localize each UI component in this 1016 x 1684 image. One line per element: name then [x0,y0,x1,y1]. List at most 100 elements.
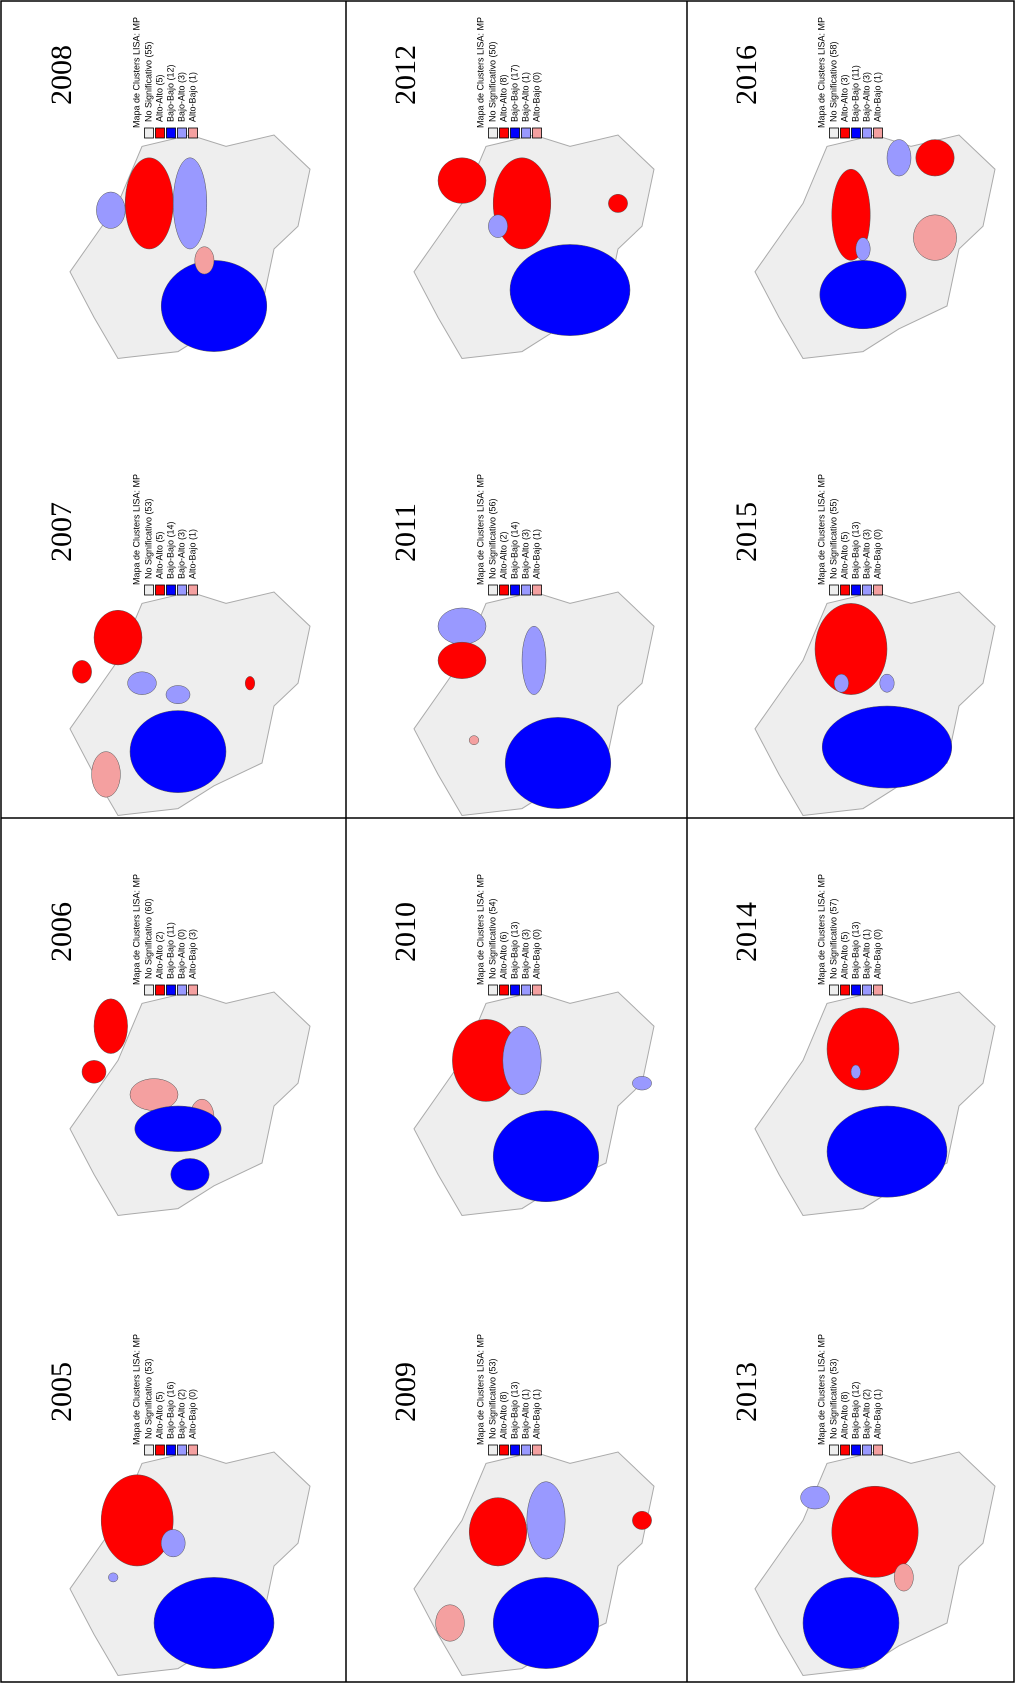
legend-label: Bajo-Alto (0) [176,929,186,979]
year: 2016 [730,45,763,105]
cluster-region [82,1060,106,1083]
cluster-region [493,1111,599,1202]
cluster-region [92,752,121,798]
legend-label: Bajo-Bajo (12) [165,64,175,122]
legend-swatch [533,128,542,138]
legend-label: Bajo-Bajo (13) [509,1381,519,1439]
legend-label: No Significativo (58) [828,41,838,122]
year: 2011 [389,503,422,562]
cluster-region [527,1482,565,1560]
cluster-region [130,711,226,793]
cluster-region [505,717,611,808]
legend-swatch [167,128,176,138]
figure: 2005Mapa de Clusters LISA: MPNo Signific… [0,0,1016,1684]
cluster-region [913,215,956,261]
legend-swatch [489,985,498,995]
legend-title: Mapa de Clusters LISA: MP [475,17,485,128]
legend-label: Alto-Alto (5) [154,1391,164,1439]
cluster-region [469,1498,527,1566]
legend-swatch [500,585,509,595]
cluster-region [436,1605,465,1641]
legend-swatch [500,128,509,138]
cluster-region [827,1106,947,1197]
cluster-region [856,238,870,261]
legend-label: No Significativo (53) [828,1358,838,1439]
legend-title: Mapa de Clusters LISA: MP [131,1334,141,1445]
legend-swatch [511,128,520,138]
legend-label: Alto-Bajo (1) [531,1389,541,1439]
legend-label: Alto-Alto (6) [498,931,508,979]
year: 2013 [730,1362,763,1422]
cluster-region [94,999,128,1054]
legend-title: Mapa de Clusters LISA: MP [131,474,141,585]
cluster-region [161,260,267,351]
legend-swatch [852,128,861,138]
year: 2007 [45,502,78,562]
cluster-region [438,608,486,644]
legend-label: Bajo-Bajo (12) [850,1381,860,1439]
cluster-region [503,1026,541,1094]
legend-label: Bajo-Alto (3) [861,72,871,122]
legend-swatch [852,1445,861,1455]
year: 2006 [45,902,78,962]
cluster-region [488,215,507,238]
legend-label: Bajo-Bajo (13) [850,521,860,579]
legend-label: No Significativo (53) [143,1358,153,1439]
cluster-region [101,1475,173,1566]
legend-label: Alto-Bajo (0) [872,929,882,979]
cluster-region [94,610,142,665]
legend-swatch [489,128,498,138]
legend-swatch [852,985,861,995]
legend-swatch [874,128,883,138]
legend-label: Alto-Bajo (1) [531,529,541,579]
legend-label: Alto-Alto (3) [839,74,849,122]
legend-swatch [145,985,154,995]
legend-swatch [489,585,498,595]
legend-label: Alto-Bajo (0) [531,72,541,122]
legend-swatch [156,985,165,995]
legend-swatch [189,128,198,138]
cluster-region [125,158,173,249]
legend-label: Bajo-Bajo (13) [850,921,860,979]
legend-swatch [841,585,850,595]
legend-swatch [511,1445,520,1455]
legend-label: Bajo-Alto (3) [520,929,530,979]
legend-label: Bajo-Bajo (14) [509,521,519,579]
cluster-region [108,1573,118,1582]
legend-title: Mapa de Clusters LISA: MP [131,17,141,128]
legend-title: Mapa de Clusters LISA: MP [816,17,826,128]
legend-label: No Significativo (53) [143,498,153,579]
legend-swatch [145,1445,154,1455]
legend-label: No Significativo (55) [143,41,153,122]
legend-swatch [841,128,850,138]
legend-label: Alto-Alto (5) [839,531,849,579]
legend-label: Alto-Bajo (0) [187,1389,197,1439]
legend-label: Alto-Alto (2) [154,931,164,979]
legend-label: Alto-Alto (8) [498,1391,508,1439]
legend-swatch [189,1445,198,1455]
legend-swatch [511,585,520,595]
legend-swatch [830,128,839,138]
cluster-region [632,1076,651,1090]
legend-swatch [156,128,165,138]
legend-swatch [178,1445,187,1455]
legend-label: Bajo-Alto (1) [861,929,871,979]
year: 2015 [730,502,763,562]
legend-swatch [830,985,839,995]
legend-swatch [830,585,839,595]
cluster-region [166,685,190,703]
legend-title: Mapa de Clusters LISA: MP [475,474,485,585]
legend-label: Alto-Alto (8) [839,1391,849,1439]
legend-swatch [841,985,850,995]
legend-swatch [500,985,509,995]
cluster-region [880,674,894,692]
cluster-region [154,1577,274,1668]
legend-label: No Significativo (56) [487,498,497,579]
year: 2008 [45,45,78,105]
legend-swatch [533,1445,542,1455]
cluster-region [493,1577,599,1668]
legend-label: Alto-Bajo (1) [187,72,197,122]
legend-label: Bajo-Bajo (11) [850,65,860,122]
legend-swatch [156,1445,165,1455]
legend-label: Alto-Bajo (0) [531,929,541,979]
